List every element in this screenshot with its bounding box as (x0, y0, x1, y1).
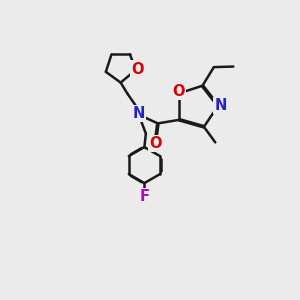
Text: N: N (214, 98, 227, 113)
Text: O: O (149, 136, 162, 151)
Text: F: F (140, 189, 149, 204)
Text: O: O (132, 61, 144, 76)
Text: O: O (172, 84, 185, 99)
Text: N: N (133, 106, 145, 121)
